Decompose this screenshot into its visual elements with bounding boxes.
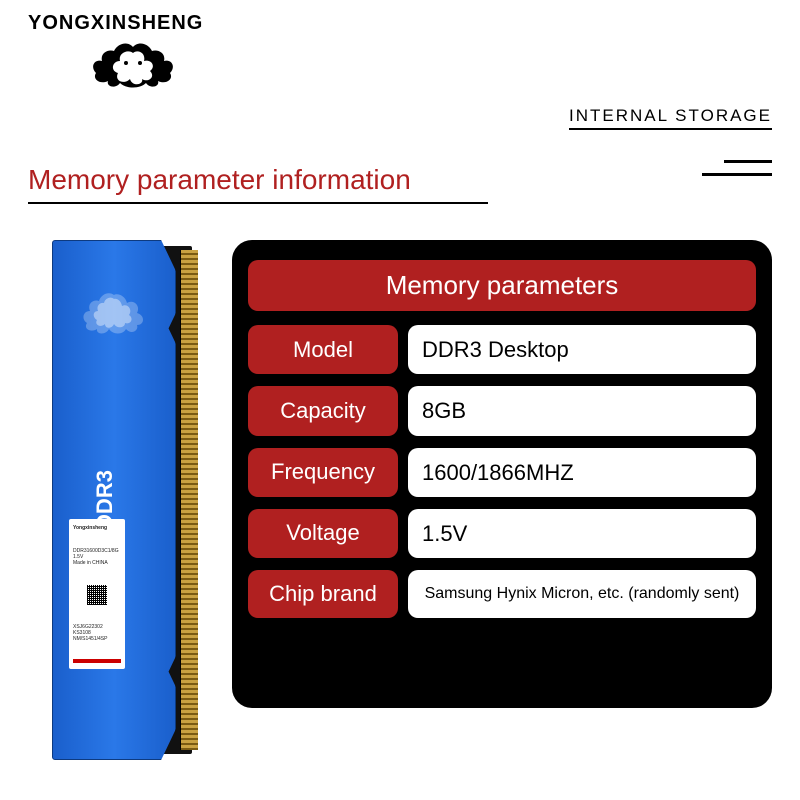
dragon-logo-icon [88, 39, 772, 94]
ram-dragon-icon [79, 291, 149, 340]
internal-storage-label: INTERNAL STORAGE [569, 106, 772, 130]
decor-lines-icon [702, 160, 772, 176]
spec-row: Model DDR3 Desktop [248, 325, 756, 374]
spec-value: DDR3 Desktop [408, 325, 756, 374]
spec-key: Model [248, 325, 398, 374]
spec-key: Frequency [248, 448, 398, 497]
section-underline [28, 202, 488, 204]
spec-panel-header: Memory parameters [248, 260, 756, 311]
spec-row: Chip brand Samsung Hynix Micron, etc. (r… [248, 570, 756, 618]
spec-value: 8GB [408, 386, 756, 435]
brand-name: YONGXINSHENG [28, 12, 772, 35]
ram-sticker: Yongxinsheng DDR31600D3C1/8G1.5VMade in … [69, 519, 125, 669]
spec-key: Capacity [248, 386, 398, 435]
ram-pins-icon [180, 250, 198, 750]
spec-value: 1600/1866MHZ [408, 448, 756, 497]
qr-icon [87, 585, 107, 605]
spec-row: Voltage 1.5V [248, 509, 756, 558]
ram-stick-image: DDR3 Yongxinsheng DDR31600D3C1/8G1.5VMad… [52, 240, 198, 760]
spec-key: Chip brand [248, 570, 398, 618]
section-title: Memory parameter information [28, 164, 800, 196]
spec-row: Frequency 1600/1866MHZ [248, 448, 756, 497]
top-right-label-wrap: INTERNAL STORAGE [569, 106, 772, 130]
spec-value: Samsung Hynix Micron, etc. (randomly sen… [408, 570, 756, 618]
content-row: DDR3 Yongxinsheng DDR31600D3C1/8G1.5VMad… [0, 240, 800, 760]
header: YONGXINSHENG [0, 0, 800, 94]
spec-panel: Memory parameters Model DDR3 Desktop Cap… [232, 240, 772, 708]
ram-heatsink: DDR3 Yongxinsheng DDR31600D3C1/8G1.5VMad… [52, 240, 176, 760]
spec-key: Voltage [248, 509, 398, 558]
spec-value: 1.5V [408, 509, 756, 558]
spec-row: Capacity 8GB [248, 386, 756, 435]
